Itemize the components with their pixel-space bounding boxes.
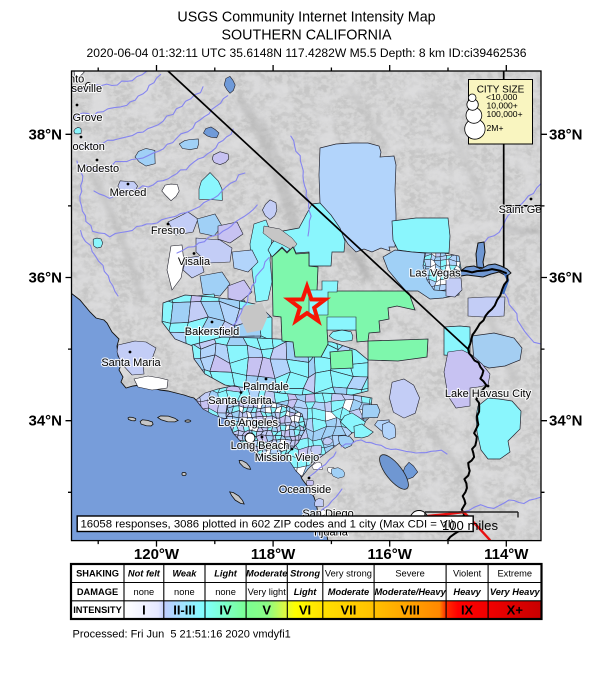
svg-text:SOUTHERN CALIFORNIA: SOUTHERN CALIFORNIA xyxy=(222,28,392,44)
svg-text:V: V xyxy=(262,602,271,617)
svg-text:IV: IV xyxy=(219,602,232,617)
svg-text:Fresno: Fresno xyxy=(151,225,185,237)
svg-text:seville: seville xyxy=(72,83,103,95)
svg-text:Moderate: Moderate xyxy=(246,568,287,578)
svg-text:114°W: 114°W xyxy=(484,546,529,563)
svg-text:Merced: Merced xyxy=(110,187,147,199)
svg-text:ockton: ockton xyxy=(73,141,105,153)
svg-text:Oceanside: Oceanside xyxy=(279,484,332,496)
svg-text:VII: VII xyxy=(340,602,356,617)
svg-text:II-III: II-III xyxy=(173,602,195,617)
svg-text:Very Heavy: Very Heavy xyxy=(490,587,541,597)
svg-text:Not felt: Not felt xyxy=(128,568,161,578)
svg-text:100 miles: 100 miles xyxy=(442,518,498,533)
svg-text:Sacramento: Sacramento xyxy=(25,74,84,86)
svg-text:Severe: Severe xyxy=(395,568,424,578)
svg-text:116°W: 116°W xyxy=(368,546,413,563)
svg-text:118°W: 118°W xyxy=(251,546,296,563)
svg-text:34°N: 34°N xyxy=(28,413,62,430)
svg-text:Fresno: Fresno xyxy=(151,225,185,237)
svg-text:Weak: Weak xyxy=(172,568,197,578)
svg-text:VIII: VIII xyxy=(400,602,420,617)
svg-text:Violent: Violent xyxy=(453,568,482,578)
svg-text:Saint George: Saint George xyxy=(499,204,564,216)
svg-text:Grove: Grove xyxy=(73,112,103,124)
svg-text:34°N: 34°N xyxy=(549,413,583,430)
svg-text:Las Vegas: Las Vegas xyxy=(409,268,461,280)
svg-text:Light: Light xyxy=(214,568,238,578)
svg-text:none: none xyxy=(134,587,155,597)
svg-text:Heavy: Heavy xyxy=(453,587,481,597)
svg-text:120°W: 120°W xyxy=(134,546,180,563)
svg-text:Lake Havasu City: Lake Havasu City xyxy=(445,388,532,400)
svg-text:Moderate/Heavy: Moderate/Heavy xyxy=(374,587,446,597)
svg-text:<10,000: <10,000 xyxy=(486,92,518,102)
svg-text:Bakersfield: Bakersfield xyxy=(185,326,239,338)
svg-text:36°N: 36°N xyxy=(28,270,62,287)
svg-text:Santa Maria: Santa Maria xyxy=(101,357,161,369)
svg-text:Light: Light xyxy=(294,587,318,597)
svg-text:Extreme: Extreme xyxy=(497,568,532,578)
svg-text:Strong: Strong xyxy=(290,568,320,578)
svg-text:Las Vegas: Las Vegas xyxy=(409,268,461,280)
svg-text:10,000+: 10,000+ xyxy=(487,101,518,111)
svg-text:Palmdale: Palmdale xyxy=(243,381,289,393)
svg-text:SHAKING: SHAKING xyxy=(76,568,119,578)
svg-text:38°N: 38°N xyxy=(28,126,62,143)
svg-text:DAMAGE: DAMAGE xyxy=(77,587,118,597)
svg-text:Santa Clarita: Santa Clarita xyxy=(208,395,272,407)
svg-text:Moderate: Moderate xyxy=(328,587,369,597)
svg-text:Santa Maria: Santa Maria xyxy=(101,357,161,369)
svg-text:Palmdale: Palmdale xyxy=(243,381,289,393)
svg-text:CITY SIZE: CITY SIZE xyxy=(477,85,525,96)
svg-text:2020-06-04 01:32:11 UTC 35.614: 2020-06-04 01:32:11 UTC 35.6148N 117.428… xyxy=(87,46,527,60)
svg-text:VI: VI xyxy=(299,602,311,617)
svg-text:ockton: ockton xyxy=(73,141,105,153)
svg-text:Visalia: Visalia xyxy=(178,256,211,268)
svg-text:Los Angeles: Los Angeles xyxy=(218,417,278,429)
svg-text:Long Beach: Long Beach xyxy=(231,440,290,452)
svg-text:none: none xyxy=(174,587,195,597)
svg-text:Mission Viejo: Mission Viejo xyxy=(255,452,320,464)
svg-text:Oceanside: Oceanside xyxy=(279,484,332,496)
svg-text:X+: X+ xyxy=(507,602,524,617)
svg-text:USGS Community Internet Intens: USGS Community Internet Intensity Map xyxy=(177,10,435,26)
svg-text:none: none xyxy=(215,587,236,597)
svg-text:Visalia: Visalia xyxy=(178,256,211,268)
svg-text:100,000+: 100,000+ xyxy=(487,109,523,119)
svg-text:Modesto: Modesto xyxy=(77,163,119,175)
svg-text:Long Beach: Long Beach xyxy=(231,440,290,452)
svg-text:38°N: 38°N xyxy=(549,126,583,143)
svg-text:Bakersfield: Bakersfield xyxy=(185,326,239,338)
svg-text:Los Angeles: Los Angeles xyxy=(218,417,278,429)
svg-text:2M+: 2M+ xyxy=(487,123,504,133)
svg-text:16058 responses, 3086 plotted: 16058 responses, 3086 plotted in 602 ZIP… xyxy=(81,519,455,531)
svg-text:Merced: Merced xyxy=(110,187,147,199)
svg-text:Mission Viejo: Mission Viejo xyxy=(255,452,320,464)
svg-text:36°N: 36°N xyxy=(549,270,583,287)
svg-text:Very strong: Very strong xyxy=(325,568,372,578)
svg-text:Lake Havasu City: Lake Havasu City xyxy=(445,388,532,400)
svg-text:INTENSITY: INTENSITY xyxy=(73,605,122,615)
svg-text:IX: IX xyxy=(461,602,474,617)
svg-text:seville: seville xyxy=(72,83,103,95)
svg-text:Santa Clarita: Santa Clarita xyxy=(208,395,272,407)
svg-text:Grove: Grove xyxy=(73,112,103,124)
svg-text:I: I xyxy=(142,602,146,617)
svg-text:Sacramento: Sacramento xyxy=(25,74,84,86)
svg-text:Modesto: Modesto xyxy=(77,163,119,175)
svg-text:Processed: Fri Jun 5 21:51:16: Processed: Fri Jun 5 21:51:16 2020 vmdyf… xyxy=(73,629,291,641)
svg-text:Very light: Very light xyxy=(248,587,287,597)
svg-text:Saint George: Saint George xyxy=(499,204,564,216)
